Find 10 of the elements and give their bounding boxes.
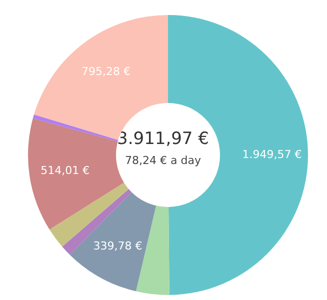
data-label: 795,28 € <box>82 65 130 78</box>
donut-slice <box>70 192 156 292</box>
text: 3.911,97 € <box>117 129 209 149</box>
data-label: 514,01 € <box>40 164 90 177</box>
data-label: 339,78 € <box>93 240 142 253</box>
donut-slice <box>136 206 170 295</box>
text: 78,24 € a day <box>125 154 202 167</box>
donut-slice <box>62 189 132 255</box>
donut-slice <box>32 114 118 142</box>
data-label: 1.949,57 € <box>242 148 302 161</box>
